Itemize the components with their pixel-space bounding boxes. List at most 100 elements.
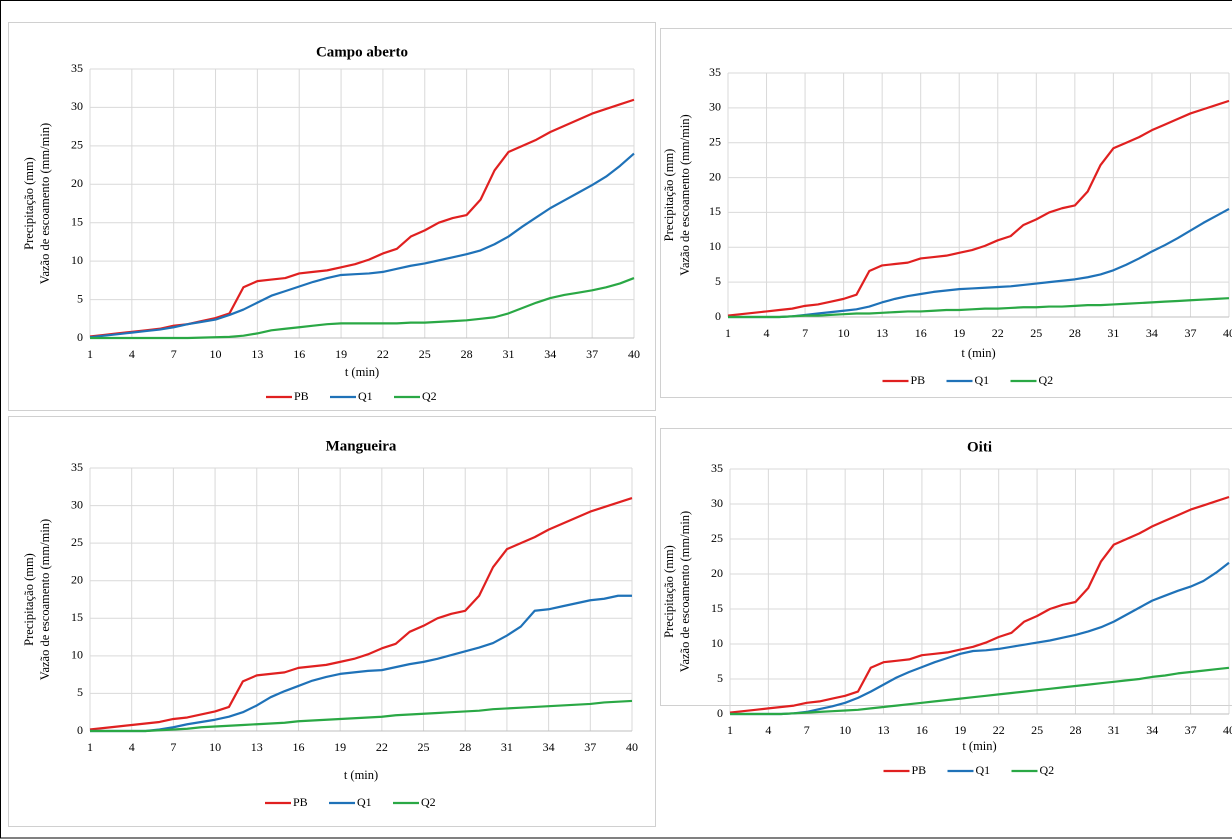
- x-tick-label: 4: [765, 723, 771, 737]
- legend-label: Q1: [976, 763, 991, 777]
- y-axis-title: Precipitação (mm): [662, 149, 676, 242]
- chart: 0 5 10 15 20 25 30 35 1 4 7 10 13 16 19 22 25 28 31 34 37 40 O…: [662, 439, 1232, 776]
- x-tick-label: 7: [802, 326, 808, 340]
- y-tick-label: 20: [709, 169, 721, 183]
- x-tick-label: 34: [544, 347, 556, 361]
- y-tick-label: 10: [71, 648, 83, 662]
- chart: 0 5 10 15 20 25 30 35 1 4 7 10 13 16 19 22 25 28 31 34 37 40 t…: [662, 65, 1232, 387]
- chart-title: Oiti: [967, 439, 992, 455]
- legend-label: Q2: [421, 795, 436, 809]
- series-line: [728, 207, 1230, 319]
- x-tick-label: 40: [1223, 326, 1232, 340]
- legend-label: Q1: [975, 373, 990, 387]
- x-tick-label: 16: [293, 347, 305, 361]
- legend-label: PB: [294, 389, 309, 403]
- y-tick-label: 20: [71, 176, 83, 190]
- x-tick-label: 28: [459, 740, 471, 754]
- x-tick-label: 31: [502, 347, 514, 361]
- x-tick-label: 37: [1184, 326, 1196, 340]
- y-tick-label: 25: [71, 138, 83, 152]
- y-tick-label: 5: [77, 291, 83, 305]
- x-tick-label: 40: [628, 347, 640, 361]
- y-tick-label: 30: [709, 100, 721, 114]
- y-axis-title: Vazão de escoamento (mm/min): [38, 519, 52, 680]
- x-tick-label: 7: [171, 347, 177, 361]
- x-tick-label: 7: [170, 740, 176, 754]
- panel-border: [8, 22, 656, 411]
- legend-label: PB: [911, 373, 926, 387]
- chart-title: Campo aberto: [316, 44, 408, 60]
- x-tick-label: 22: [376, 740, 388, 754]
- x-tick-label: 19: [954, 723, 966, 737]
- x-tick-label: 25: [1031, 723, 1043, 737]
- x-tick-label: 1: [87, 347, 93, 361]
- x-tick-label: 40: [626, 740, 638, 754]
- y-tick-label: 35: [71, 61, 83, 75]
- y-axis-title: Vazão de escoamento (mm/min): [38, 123, 52, 284]
- x-tick-label: 28: [1069, 723, 1081, 737]
- y-tick-label: 0: [717, 706, 723, 720]
- x-tick-label: 31: [501, 740, 513, 754]
- series-line: [89, 152, 635, 339]
- x-tick-label: 31: [1108, 723, 1120, 737]
- x-tick-label: 28: [461, 347, 473, 361]
- y-tick-label: 20: [711, 566, 723, 580]
- x-tick-label: 25: [418, 740, 430, 754]
- y-tick-label: 5: [715, 274, 721, 288]
- series-line: [90, 277, 635, 340]
- panel-border: [8, 416, 656, 827]
- y-tick-label: 30: [71, 497, 83, 511]
- series-line: [729, 495, 1230, 714]
- x-tick-label: 37: [586, 347, 598, 361]
- x-tick-label: 7: [804, 723, 810, 737]
- x-tick-label: 16: [292, 740, 304, 754]
- x-tick-label: 34: [1146, 723, 1158, 737]
- x-tick-label: 16: [915, 326, 927, 340]
- x-tick-label: 22: [992, 326, 1004, 340]
- series-line: [89, 497, 633, 731]
- x-tick-label: 4: [129, 347, 135, 361]
- x-tick-label: 37: [584, 740, 596, 754]
- x-tick-label: 13: [876, 326, 888, 340]
- chart: 0 5 10 15 20 25 30 35 1 4 7 10 13 16 19 22 25 28 31 34 37 40 C…: [22, 44, 640, 402]
- legend-label: Q1: [358, 389, 373, 403]
- x-tick-label: 40: [1223, 723, 1232, 737]
- x-axis-title: t (min): [962, 739, 996, 753]
- x-tick-label: 13: [251, 347, 263, 361]
- x-tick-label: 37: [1185, 723, 1197, 737]
- x-tick-label: 31: [1107, 326, 1119, 340]
- legend-label: PB: [912, 763, 927, 777]
- y-tick-label: 30: [71, 99, 83, 113]
- chart-title: Mangueira: [326, 438, 397, 454]
- x-axis-title: t (min): [961, 346, 995, 360]
- y-axis-title: Precipitação (mm): [22, 553, 36, 646]
- x-tick-label: 19: [335, 347, 347, 361]
- y-tick-label: 15: [71, 610, 83, 624]
- x-tick-label: 1: [87, 740, 93, 754]
- y-tick-label: 25: [709, 134, 721, 148]
- legend-label: Q1: [357, 795, 372, 809]
- series-line: [727, 99, 1230, 317]
- y-axis-title: Precipitação (mm): [22, 157, 36, 250]
- x-tick-label: 28: [1069, 326, 1081, 340]
- y-tick-label: 35: [71, 460, 83, 474]
- y-tick-label: 20: [71, 572, 83, 586]
- x-tick-label: 25: [419, 347, 431, 361]
- y-axis-title: Vazão de escoamento (mm/min): [678, 511, 692, 672]
- x-tick-label: 1: [725, 326, 731, 340]
- series-line: [90, 594, 632, 733]
- y-tick-label: 15: [709, 204, 721, 218]
- x-tick-label: 10: [210, 347, 222, 361]
- y-tick-label: 5: [717, 671, 723, 685]
- y-axis-title: Precipitação (mm): [662, 545, 676, 638]
- y-tick-label: 0: [715, 309, 721, 323]
- x-axis-title: t (min): [345, 365, 379, 379]
- series-line: [730, 561, 1230, 716]
- series-line: [730, 666, 1230, 716]
- y-tick-label: 25: [71, 535, 83, 549]
- y-tick-label: 0: [77, 723, 83, 737]
- x-tick-label: 10: [209, 740, 221, 754]
- panel-border: [660, 428, 1232, 706]
- y-tick-label: 35: [711, 461, 723, 475]
- x-tick-label: 10: [838, 326, 850, 340]
